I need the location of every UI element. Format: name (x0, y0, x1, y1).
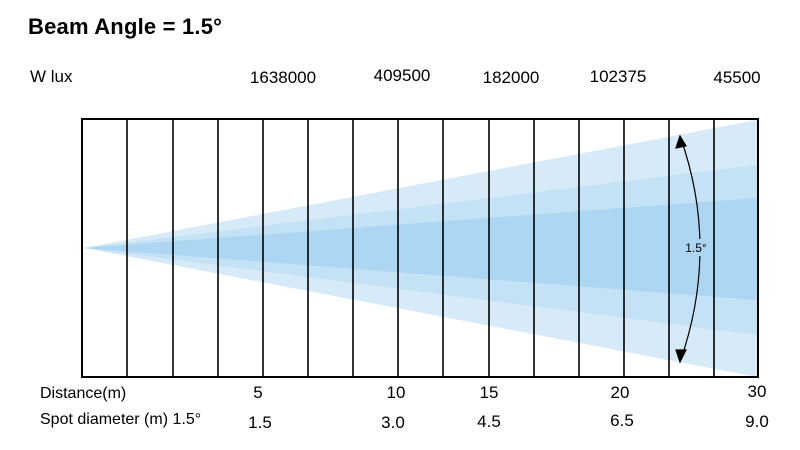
arrow-head-up (675, 134, 687, 149)
arrow-head-down (675, 349, 687, 364)
lux-value: 102375 (589, 67, 647, 86)
angle-label-bg (681, 239, 711, 256)
spot-diameter-value: 3.0 (381, 413, 405, 432)
lux-value: 1638000 (249, 68, 317, 87)
diagram-frame (81, 118, 759, 378)
beam-core (84, 198, 757, 300)
lux-value: 182000 (482, 68, 540, 87)
distance-grid (126, 119, 715, 377)
spot-diameter-value: 4.5 (477, 412, 501, 431)
page-title: Beam Angle = 1.5° (28, 14, 223, 39)
distance-value: 15 (479, 383, 499, 402)
spot-diameter-value: 6.5 (610, 411, 634, 430)
spot-diameter-value: 9.0 (745, 412, 769, 431)
distance-value: 5 (253, 383, 263, 402)
distance-value: 30 (747, 382, 767, 401)
distance-value: 10 (386, 383, 406, 402)
lux-label: W lux (30, 67, 73, 86)
spot-diameter-label: Spot diameter (m) 1.5° (40, 411, 202, 428)
distance-label: Distance(m) (40, 385, 127, 402)
spot-diameter-value: 1.5 (248, 413, 272, 432)
lux-value: 45500 (713, 68, 761, 87)
lux-value: 409500 (373, 66, 431, 85)
distance-value: 20 (610, 383, 630, 402)
angle-label: 1.5° (685, 241, 707, 255)
